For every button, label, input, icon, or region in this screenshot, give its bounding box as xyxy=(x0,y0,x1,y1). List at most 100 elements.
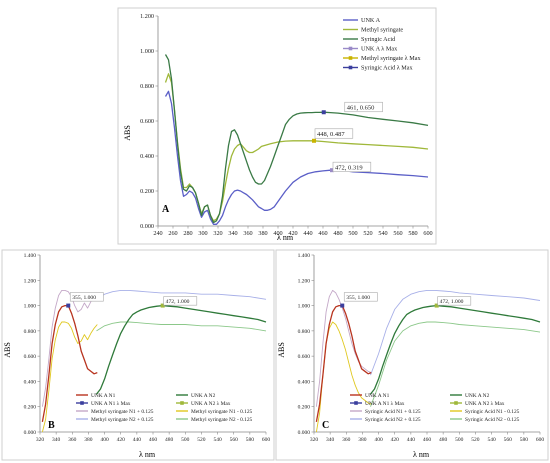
x-tick-label: 340 xyxy=(228,230,237,237)
annotation-label: 355, 1.000 xyxy=(346,295,370,301)
panel-B-legend: UNK A N1 UNK A N2 UNK A N1 λ Max UNK A N2 λ… xyxy=(76,393,253,423)
x-tick-label: 240 xyxy=(153,230,162,237)
annotation-label: 472, 1.000 xyxy=(440,299,464,305)
series-line-unk-a-n2 xyxy=(369,304,541,395)
legend-label: Syringic Acid N1 - 0.125 xyxy=(465,409,520,415)
legend-label: UNK A xyxy=(361,17,381,24)
x-tick-label: 500 xyxy=(348,230,357,237)
panel-C-frame xyxy=(275,249,549,461)
legend-label: Methyl syringate N1 + 0.125 xyxy=(91,409,154,415)
x-tick-label: 540 xyxy=(213,437,222,443)
y-tick-label: 1.000 xyxy=(140,48,154,55)
y-tick-label: 1.000 xyxy=(24,304,37,310)
legend-item-syringic-acid-n2-0-125: Syringic Acid N2 + 0.125 xyxy=(350,417,421,423)
legend-label: Methyl syringate λ Max xyxy=(361,55,421,62)
x-tick-label: 540 xyxy=(378,230,387,237)
x-tick-label: 520 xyxy=(197,437,206,443)
legend-label: Syringic Acid xyxy=(361,36,396,43)
legend-marker xyxy=(80,401,84,405)
legend-marker xyxy=(348,46,353,51)
max-point-methyl-syringate-max xyxy=(312,138,316,143)
x-tick-label: 500 xyxy=(181,437,190,443)
max-point-unk-a-n2-max xyxy=(160,303,165,308)
panel-A-xlabel: λ nm xyxy=(277,233,294,242)
panel-C-plot: 320 340 360 380 400 420 440 460 480 500 520 540 560 5… xyxy=(298,253,545,443)
x-tick-label: 460 xyxy=(149,437,158,443)
annotation-label: 472, 1.000 xyxy=(166,299,190,305)
legend-item-unk-a-n2: UNK A N2 xyxy=(176,393,216,399)
annotation-label: 448, 0.487 xyxy=(317,131,345,138)
legend-item-unk-a-n1-max: UNK A N1 λ Max xyxy=(76,401,131,407)
annotation-label: 355, 1.000 xyxy=(72,295,96,301)
x-tick-label: 360 xyxy=(68,437,77,443)
legend-marker xyxy=(348,56,353,60)
series-line-unk-a-n2 xyxy=(95,304,267,395)
x-tick-label: 480 xyxy=(165,437,174,443)
legend-item-syringic-acid: Syringic Acid xyxy=(343,36,396,43)
panel-A-ylabel: ABS xyxy=(123,125,132,141)
legend-item-methyl-syringate-n1-0-125: Methyl syringate N1 - 0.125 xyxy=(176,409,253,415)
series-line-methyl-syringate-n1-0-125 xyxy=(41,289,98,407)
x-tick-label: 320 xyxy=(310,437,319,443)
x-tick-label: 600 xyxy=(262,437,271,443)
y-tick-label: 0.800 xyxy=(24,329,37,335)
x-tick-label: 580 xyxy=(520,437,529,443)
y-tick-label: 0.200 xyxy=(140,188,154,195)
legend-item-unk-a-n2: UNK A N2 xyxy=(450,393,490,399)
annotation-box xyxy=(343,292,378,302)
y-tick-label: 0.600 xyxy=(298,354,311,360)
legend-marker xyxy=(454,401,458,405)
x-tick-label: 360 xyxy=(243,230,252,237)
x-tick-label: 480 xyxy=(439,437,448,443)
series-line-methyl-syringate-n2-0-125 xyxy=(96,321,267,332)
y-tick-label: 1.200 xyxy=(140,13,154,20)
legend-item-methyl-syringate: Methyl syringate xyxy=(343,27,403,34)
legend-label: UNK A N1 xyxy=(91,393,116,399)
legend-item-syringic-acid-n2-0-125: Syringic Acid N2 - 0.125 xyxy=(450,417,520,423)
y-tick-label: 1.200 xyxy=(298,278,311,284)
series-line-unk-a xyxy=(164,90,429,225)
panel-B: 320 340 360 380 400 420 440 460 480 500 520 540 560 5… xyxy=(1,249,275,461)
x-tick-label: 420 xyxy=(288,230,297,237)
legend-label: Syringic Acid N1 + 0.125 xyxy=(365,409,421,415)
series-line-syringic-acid-n2-0-125 xyxy=(370,321,541,407)
x-tick-label: 480 xyxy=(333,230,342,237)
annotation-box xyxy=(163,296,198,306)
y-tick-label: 1.400 xyxy=(24,253,37,259)
legend-item-unk-a-n2-max: UNK A N2 λ Max xyxy=(450,401,505,407)
annotation-box xyxy=(332,161,372,172)
panel-B-frame xyxy=(1,249,275,461)
x-tick-label: 380 xyxy=(84,437,93,443)
annotation-label: 461, 0.650 xyxy=(347,105,375,112)
legend-marker xyxy=(354,401,358,405)
x-tick-label: 500 xyxy=(455,437,464,443)
x-tick-label: 440 xyxy=(407,437,416,443)
x-tick-label: 460 xyxy=(423,437,432,443)
legend-label: UNK A N1 xyxy=(365,393,390,399)
x-tick-label: 440 xyxy=(133,437,142,443)
panel-C-xlabel: λ nm xyxy=(413,450,430,459)
legend-label: Methyl syringate xyxy=(361,27,403,34)
x-tick-label: 400 xyxy=(100,437,109,443)
y-tick-label: 0.000 xyxy=(140,223,154,230)
x-tick-label: 580 xyxy=(246,437,255,443)
x-tick-label: 320 xyxy=(36,437,45,443)
series-line-syringic-acid xyxy=(164,54,429,224)
legend-item-unk-a-n2-max: UNK A N2 λ Max xyxy=(176,401,231,407)
panel-A-frame xyxy=(117,7,437,245)
panel-A-label: A xyxy=(162,204,170,215)
x-tick-label: 520 xyxy=(471,437,480,443)
legend-item-unk-a-n1: UNK A N1 xyxy=(76,393,116,399)
x-tick-label: 380 xyxy=(358,437,367,443)
panel-B-label: B xyxy=(48,420,55,431)
legend-label: UNK A λ Max xyxy=(361,46,398,53)
x-tick-label: 420 xyxy=(391,437,400,443)
x-tick-label: 400 xyxy=(273,230,282,237)
panel-B-xlabel: λ nm xyxy=(139,450,156,459)
x-tick-label: 400 xyxy=(374,437,383,443)
panel-A-legend: UNK A Methyl syringate Syringic Acid UNK A … xyxy=(343,17,421,72)
annotation-box xyxy=(344,101,383,113)
legend-label: Syringic Acid λ Max xyxy=(361,65,414,72)
panel-A: 240 260 280 300 320 340 360 380 400 420 440 460 480 5… xyxy=(117,7,437,245)
